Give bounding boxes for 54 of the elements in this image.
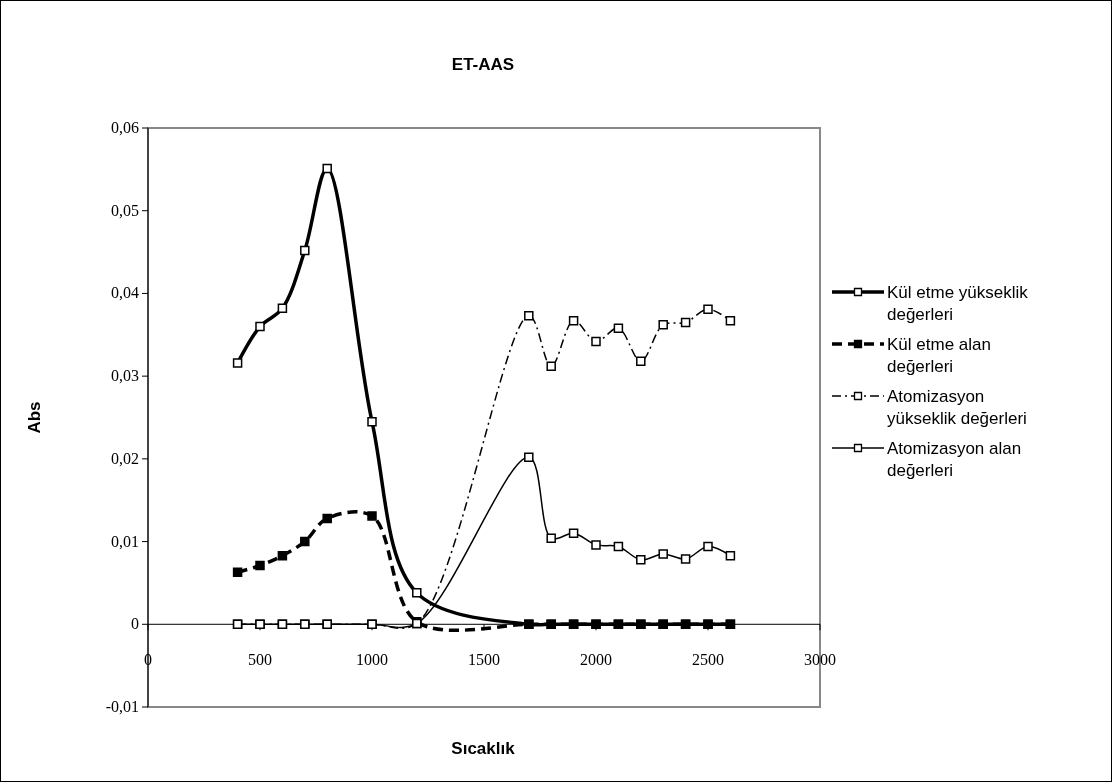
point — [613, 541, 624, 552]
point — [591, 336, 601, 347]
point — [636, 356, 646, 366]
point — [658, 320, 668, 330]
point — [277, 303, 288, 314]
x-tick-label: 500 — [248, 651, 272, 669]
x-axis-title: Sıcaklık — [451, 739, 516, 758]
point — [322, 163, 332, 174]
legend-label: Kül etme alan değerleri — [887, 335, 991, 376]
point — [546, 361, 556, 371]
x-tick-label: 1500 — [468, 651, 500, 669]
x-tick-label: 1000 — [356, 651, 388, 669]
point — [591, 540, 601, 550]
point — [367, 511, 377, 521]
point — [524, 452, 534, 462]
x-tick-label: 3000 — [804, 651, 836, 669]
point — [568, 528, 579, 539]
point — [322, 513, 332, 524]
x-tick-label: 2500 — [692, 651, 724, 669]
x-tick-label: 2000 — [580, 651, 612, 669]
chart-title: ET-AAS — [451, 55, 515, 74]
point — [725, 315, 736, 326]
legend-label: Atomizasyon yükseklik değerleri — [887, 387, 1027, 428]
point — [232, 358, 243, 368]
y-tick-label: 0,03 — [111, 367, 139, 385]
y-axis-title: Abs — [25, 401, 44, 434]
point — [412, 588, 422, 598]
point — [703, 304, 713, 314]
legend-label: Atomizasyon alan değerleri — [887, 439, 1022, 480]
point — [658, 549, 668, 559]
point — [255, 321, 265, 332]
y-tick-label: 0,01 — [111, 532, 139, 550]
point — [725, 550, 736, 561]
y-tick-label: 0 — [131, 615, 139, 633]
point — [367, 416, 377, 427]
point — [524, 311, 534, 321]
point — [277, 550, 288, 561]
point — [703, 541, 713, 552]
point — [680, 317, 691, 328]
y-tick-label: 0,04 — [111, 284, 139, 302]
point — [613, 323, 624, 333]
point — [680, 554, 691, 564]
point — [636, 555, 646, 565]
point — [546, 533, 556, 544]
legend-label: Kül etme yükseklik değerleri — [887, 283, 1029, 324]
y-tick-label: -0,01 — [105, 698, 139, 715]
point — [300, 245, 310, 256]
y-tick-label: 0,06 — [111, 119, 139, 136]
point — [300, 536, 310, 547]
y-tick-label: 0,05 — [111, 201, 139, 219]
y-tick-label: 0,02 — [111, 449, 139, 467]
point — [568, 315, 579, 326]
point — [232, 567, 243, 577]
point — [255, 560, 265, 571]
